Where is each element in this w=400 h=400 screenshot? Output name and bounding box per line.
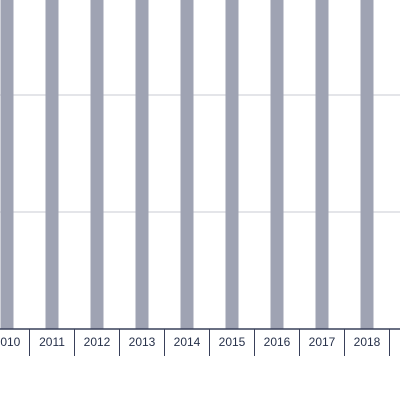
bar-2010: [0, 0, 14, 329]
category-label: 2011: [39, 335, 65, 349]
bar-2014: [180, 0, 194, 329]
bar-2015: [225, 0, 239, 329]
category-label: 2013: [129, 335, 156, 349]
bars: [0, 0, 374, 330]
bar-2012: [90, 0, 104, 330]
bar-2011: [45, 0, 59, 329]
x-axis: [0, 328, 400, 356]
category-label: 2016: [264, 335, 291, 349]
category-label: 2017: [309, 335, 336, 349]
category-label: 2018: [354, 335, 381, 349]
bar-2017: [315, 0, 329, 330]
gridlines: [0, 94, 400, 213]
category-labels: 2010201120122013201420152016201720182: [0, 335, 381, 349]
bar-2016: [270, 0, 284, 329]
bar-2018: [360, 0, 374, 329]
category-label: 2015: [219, 335, 246, 349]
category-label: 2012: [84, 335, 111, 349]
category-label: 2014: [174, 335, 201, 349]
category-label: 2010: [0, 335, 21, 349]
bar-2013: [135, 0, 149, 330]
